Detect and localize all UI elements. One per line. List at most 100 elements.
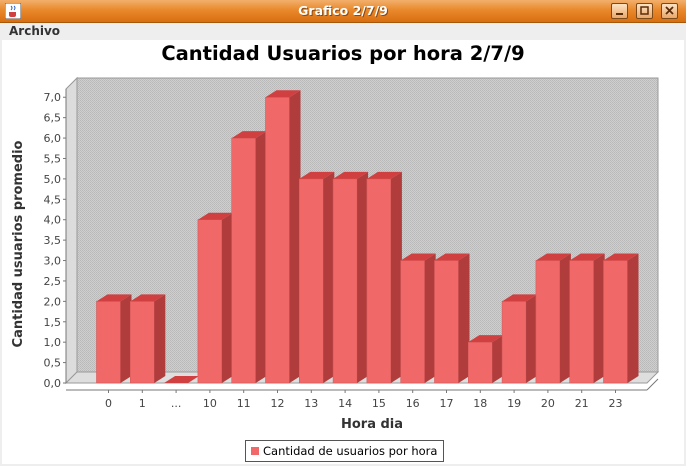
chart-title: Cantidad Usuarios por hora 2/7/9 <box>161 42 525 65</box>
bar-20 <box>535 253 571 384</box>
bar-top <box>603 253 639 261</box>
bar-... <box>164 376 200 383</box>
y-tick-label: 6,0 <box>44 132 62 145</box>
bar-side <box>323 171 335 383</box>
x-axis-title: Hora dia <box>341 417 403 432</box>
bar-11 <box>231 131 267 384</box>
bar-front <box>400 260 426 384</box>
maximize-button[interactable] <box>636 3 653 19</box>
bar-front <box>501 301 527 384</box>
bar-side <box>221 212 233 383</box>
y-tick-label: 1,0 <box>44 336 62 349</box>
minimize-button[interactable] <box>611 3 628 19</box>
x-tick-label: 15 <box>372 397 386 410</box>
bar-0 <box>96 294 132 384</box>
y-tick-label: 4,0 <box>44 214 62 227</box>
bar-front <box>265 96 290 384</box>
bar-top <box>366 171 402 179</box>
bar-front <box>535 260 561 384</box>
y-tick-label: 2,0 <box>44 295 62 308</box>
bar-top <box>299 171 335 179</box>
y-tick-label: 1,5 <box>44 316 62 329</box>
bar-23 <box>603 253 639 384</box>
y-tick-label: 5,0 <box>44 173 62 186</box>
x-tick-label: 1 <box>139 397 146 410</box>
y-axis-title: Cantidad usuarios promedio <box>11 140 26 347</box>
bar-front <box>298 178 324 384</box>
minimize-icon <box>616 13 623 15</box>
window-title: Grafico 2/7/9 <box>298 3 388 18</box>
x-tick-label: 18 <box>473 397 487 410</box>
bar-top <box>468 335 504 343</box>
y-tick-label: 3,0 <box>44 255 62 268</box>
bar-front <box>231 137 256 384</box>
bar-front <box>603 260 628 384</box>
y-tick-label: 0,5 <box>44 357 62 370</box>
x-tick-label: 10 <box>203 397 217 410</box>
bar-side <box>255 131 267 383</box>
close-button[interactable] <box>661 3 678 19</box>
chart-legend: Cantidad de usuarios por hora <box>245 440 444 462</box>
bar-front <box>434 260 459 384</box>
bar-front <box>467 341 493 384</box>
bar-side <box>357 171 369 383</box>
chart-panel: Cantidad Usuarios por hora 2/7/9 0,0 0,5 1… <box>2 40 684 464</box>
plot-left-wall <box>65 76 78 385</box>
y-tick-label: 7,0 <box>44 91 62 104</box>
x-tick-label: ... <box>171 397 182 410</box>
y-tick-label: 6,5 <box>44 112 62 125</box>
close-icon <box>665 6 674 15</box>
bar-side <box>593 253 605 383</box>
bar-side <box>390 171 402 383</box>
x-tick-label: 17 <box>440 397 454 410</box>
bar-chart: 0,0 0,5 1,0 1,5 2,0 2,5 3,0 3,5 4,0 4,5 5,0 5,5 6,0 6… <box>11 76 660 432</box>
bar-13 <box>298 171 335 384</box>
menu-archivo[interactable]: Archivo <box>9 24 61 38</box>
bar-14 <box>332 171 369 384</box>
x-tick-label: 13 <box>304 397 318 410</box>
bar-side <box>627 253 639 383</box>
x-tick-label: 23 <box>609 397 623 410</box>
x-axis-depth-line <box>646 378 659 391</box>
x-tick-label: 11 <box>237 397 251 410</box>
bar-front <box>569 260 595 384</box>
bar-front <box>332 178 358 384</box>
bar-18 <box>467 335 504 384</box>
x-tick-label: 19 <box>507 397 521 410</box>
bar-side <box>154 294 166 383</box>
bar-side <box>120 294 132 383</box>
menu-bar: Archivo <box>0 23 686 40</box>
bar-front <box>197 219 223 384</box>
legend-swatch <box>251 447 259 455</box>
bar-top <box>130 294 166 302</box>
bar-17 <box>434 253 470 384</box>
bar-side <box>289 90 301 383</box>
bar-top <box>164 376 200 383</box>
x-tick-label: 21 <box>575 397 589 410</box>
x-tick-label: 20 <box>541 397 555 410</box>
title-bar[interactable]: Grafico 2/7/9 <box>0 0 686 23</box>
bar-top <box>434 253 470 261</box>
x-tick-label: 16 <box>406 397 420 410</box>
bar-19 <box>501 294 538 384</box>
bar-15 <box>366 171 402 384</box>
y-tick-label: 4,5 <box>44 193 62 206</box>
bar-top <box>96 294 132 302</box>
bar-10 <box>197 212 233 384</box>
maximize-icon <box>640 6 649 15</box>
bar-top <box>197 212 233 220</box>
bar-top <box>333 171 369 179</box>
bar-top <box>569 253 605 261</box>
bar-top <box>400 253 436 261</box>
bar-front <box>130 301 155 384</box>
x-tick-label: 14 <box>338 397 352 410</box>
bar-top <box>265 90 301 98</box>
legend-label: Cantidad de usuarios por hora <box>263 444 438 458</box>
bar-side <box>526 294 538 383</box>
bar-12 <box>265 90 301 384</box>
bar-front <box>96 301 121 384</box>
bar-side <box>424 253 436 383</box>
x-tick-label: 12 <box>271 397 285 410</box>
bar-top <box>535 253 571 261</box>
